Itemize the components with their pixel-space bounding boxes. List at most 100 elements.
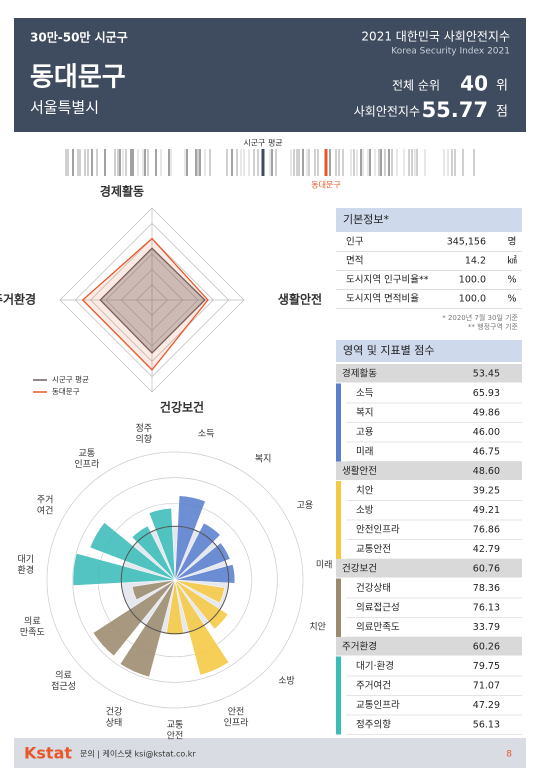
index-label: 사회안전지수 <box>354 105 420 119</box>
polar-label: 주거 여건 <box>37 494 54 516</box>
polar-bar <box>174 564 236 584</box>
polar-label: 미래 <box>316 559 333 570</box>
info-note: * 2020년 7월 30일 기준 <box>442 313 518 322</box>
group-label: 30만-50만 시군구 <box>30 30 128 45</box>
group-name: 주거환경 <box>342 640 377 652</box>
polar-label: 의료 접근성 <box>51 669 76 691</box>
info-value: 345,156 <box>447 237 486 248</box>
distribution-strip <box>65 149 475 176</box>
group-color-bar <box>336 422 341 442</box>
group-name: 생활안전 <box>342 465 377 477</box>
item-name: 교통인프라 <box>356 700 400 711</box>
item-name: 고용 <box>356 427 374 438</box>
radar-series <box>81 237 209 371</box>
legend-label: 동대문구 <box>52 387 80 396</box>
contact: 문의 | 케이스탯 ksi@kstat.co.kr <box>80 749 196 759</box>
average-marker <box>261 149 265 176</box>
info-unit: 명 <box>508 237 517 248</box>
item-name: 미래 <box>356 446 373 457</box>
item-name: 정주의향 <box>356 718 391 730</box>
polar-bar <box>89 522 176 581</box>
polar-bar <box>131 579 176 601</box>
district-label: 동대문구 <box>311 181 340 190</box>
polar-label: 안전 인프라 <box>224 706 250 728</box>
average-label: 시군구 평균 <box>243 138 282 148</box>
polar-label: 건강 상태 <box>106 706 123 728</box>
polar-grid <box>72 477 278 683</box>
polar-bar <box>174 579 225 604</box>
item-value: 46.75 <box>473 446 500 457</box>
info-value: 100.0 <box>459 275 486 286</box>
polar-label: 교통 안전 <box>167 719 184 741</box>
info-value: 14.2 <box>465 256 486 267</box>
item-value: 65.93 <box>473 388 500 399</box>
group-color-bar <box>336 383 341 403</box>
polar-label: 교통 인프라 <box>74 448 100 470</box>
info-header <box>336 208 522 232</box>
group-color-bar <box>336 500 341 520</box>
info-value: 100.0 <box>459 294 486 305</box>
info-label: 도시지역 면적비율 <box>346 293 419 305</box>
polar-label: 의료 만족도 <box>20 615 45 637</box>
info-unit: ㎢ <box>507 256 517 267</box>
group-color-bar <box>336 520 341 540</box>
item-name: 건강상태 <box>356 583 391 594</box>
group-color-bar <box>336 598 341 618</box>
item-value: 56.13 <box>473 719 500 730</box>
polar-label: 고용 <box>297 500 314 511</box>
polar-bar <box>119 579 176 678</box>
item-value: 79.75 <box>473 661 500 672</box>
polar-label: 대기 환경 <box>18 553 35 575</box>
report-subtitle: Korea Security Index 2021 <box>391 47 510 57</box>
polar-bar <box>92 579 176 657</box>
item-value: 78.36 <box>473 583 500 594</box>
group-name: 건강보건 <box>342 563 377 574</box>
item-name: 대기·환경 <box>356 660 394 672</box>
footer-bar <box>14 738 526 768</box>
group-row <box>336 461 522 480</box>
group-color-bar <box>336 442 341 462</box>
item-name: 소득 <box>356 388 374 399</box>
info-label: 면적 <box>346 255 363 267</box>
district-name: 동대문구 <box>30 63 126 93</box>
group-color-bar <box>336 578 341 598</box>
group-color-bar <box>336 715 341 735</box>
group-color-bar <box>336 617 341 637</box>
group-color-bar <box>336 695 341 715</box>
group-name: 경제활동 <box>342 367 377 379</box>
polar-reference <box>120 525 230 635</box>
group-color-bar <box>336 403 341 423</box>
polar-bar <box>72 553 176 586</box>
item-name: 의료접근성 <box>356 601 400 613</box>
legend-label: 시군구 평균 <box>52 374 89 384</box>
item-value: 47.29 <box>473 700 500 711</box>
polar-bar <box>131 525 176 581</box>
group-row <box>336 559 522 578</box>
brand: Kstat <box>24 744 72 763</box>
info-title: 기본정보* <box>343 213 389 226</box>
polar-bar <box>174 579 230 676</box>
polar-label: 소득 <box>198 428 215 439</box>
polar-bar <box>174 542 231 581</box>
item-name: 의료만족도 <box>356 622 400 633</box>
info-unit: % <box>507 294 516 305</box>
group-color-bar <box>336 539 341 559</box>
item-value: 49.86 <box>473 407 500 418</box>
polar-label: 복지 <box>255 453 272 464</box>
group-color-bar <box>336 481 341 501</box>
radar-label: 주거환경 <box>0 292 36 307</box>
group-color-bar <box>336 656 341 676</box>
item-value: 33.79 <box>473 622 500 633</box>
header-panel <box>14 18 526 132</box>
group-value: 48.60 <box>473 466 500 477</box>
group-row <box>336 364 522 383</box>
score-header <box>336 340 522 362</box>
district-marker <box>324 149 328 176</box>
index-unit: 점 <box>496 105 508 120</box>
item-name: 복지 <box>356 407 373 418</box>
rank-label: 전체 순위 <box>392 79 440 93</box>
radar-label: 건강보건 <box>160 400 204 415</box>
radar-label: 생활안전 <box>278 292 322 307</box>
